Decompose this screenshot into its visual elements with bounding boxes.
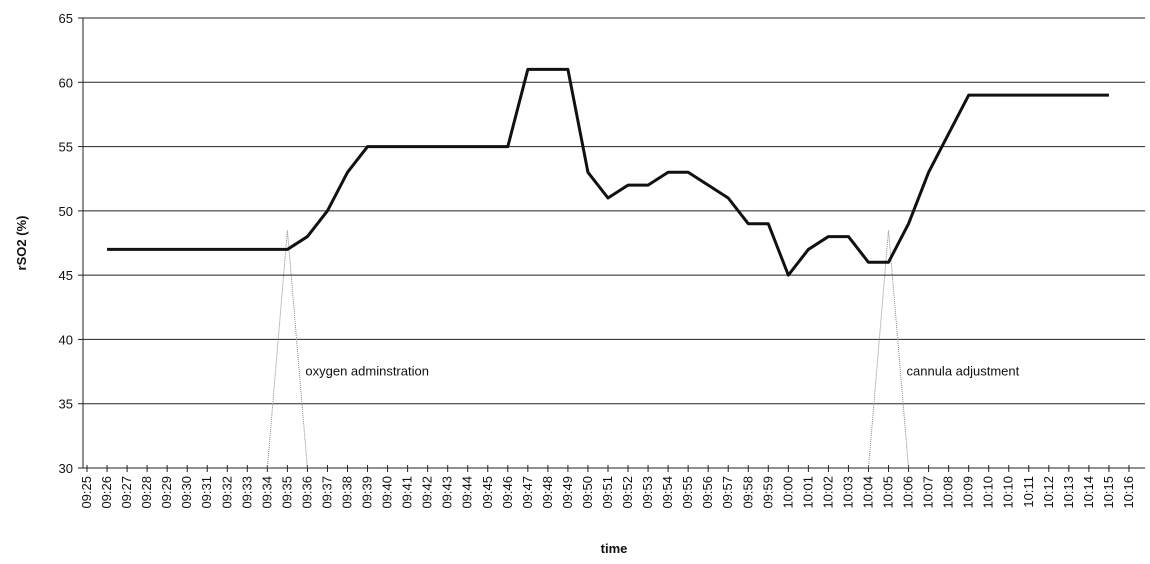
x-tick-label: 09:38	[339, 476, 354, 509]
x-tick-label: 10:15	[1101, 476, 1116, 509]
x-tick-label: 10:06	[901, 476, 916, 509]
x-tick-label: 09:37	[319, 476, 334, 509]
x-tick-label: 09:46	[500, 476, 515, 509]
x-tick-label: 10:08	[941, 476, 956, 509]
x-tick-label: 09:30	[179, 476, 194, 509]
x-tick-label: 09:32	[219, 476, 234, 509]
x-tick-label: 10:03	[840, 476, 855, 509]
y-tick-label: 55	[59, 140, 73, 155]
data-line	[107, 67, 1109, 277]
x-tick-label: 09:54	[660, 476, 675, 509]
x-tick-label: 10:16	[1121, 476, 1136, 509]
x-tick-label: 09:55	[680, 476, 695, 509]
annotation-marker	[868, 230, 910, 469]
x-tick-label: 09:27	[119, 476, 134, 509]
x-tick-label: 10:01	[800, 476, 815, 509]
x-tick-label: 09:48	[540, 476, 555, 509]
x-tick-label: 09:25	[79, 476, 94, 509]
x-tick-label: 09:58	[740, 476, 755, 509]
x-tick-label: 09:44	[460, 476, 475, 509]
x-tick-label: 09:41	[400, 476, 415, 509]
y-tick-label: 30	[59, 461, 73, 476]
x-tick-label: 09:33	[239, 476, 254, 509]
x-tick-label: 09:26	[99, 476, 114, 509]
x-tick-label: 09:31	[199, 476, 214, 509]
x-tick-label: 10:00	[780, 476, 795, 509]
x-tick-label: 09:59	[760, 476, 775, 509]
x-tick-label: 10:09	[961, 476, 976, 509]
annotation-marker	[266, 230, 308, 469]
y-tick-label: 40	[59, 332, 73, 347]
x-tick-label: 10:05	[881, 476, 896, 509]
x-tick-label: 09:53	[640, 476, 655, 509]
x-tick-label: 09:50	[580, 476, 595, 509]
y-tick-label: 60	[59, 75, 73, 90]
x-tick-label: 09:34	[259, 476, 274, 509]
y-axis-label: rSO2 (%)	[14, 216, 29, 271]
x-tick-label: 09:49	[560, 476, 575, 509]
x-tick-label: 10:10	[1001, 476, 1016, 509]
x-tick-label: 09:56	[700, 476, 715, 509]
x-tick-label: 10:02	[820, 476, 835, 509]
x-axis-label: time	[601, 541, 628, 556]
y-tick-label: 65	[59, 11, 73, 26]
x-tick-label: 09:28	[139, 476, 154, 509]
y-tick-label: 45	[59, 268, 73, 283]
x-tick-label: 09:29	[159, 476, 174, 509]
x-tick-label: 09:52	[620, 476, 635, 509]
y-tick-label: 50	[59, 204, 73, 219]
y-tick-label: 35	[59, 397, 73, 412]
x-tick-label: 09:42	[420, 476, 435, 509]
x-tick-label: 10:12	[1041, 476, 1056, 509]
x-tick-label: 10:07	[921, 476, 936, 509]
x-tick-label: 09:47	[520, 476, 535, 509]
x-tick-label: 10:13	[1061, 476, 1076, 509]
x-tick-label: 09:40	[380, 476, 395, 509]
x-tick-label: 10:14	[1081, 476, 1096, 509]
annotation: cannula adjustment	[907, 363, 1020, 378]
annotation: oxygen adminstration	[305, 363, 429, 378]
x-tick-label: 09:45	[480, 476, 495, 509]
x-tick-label: 09:51	[600, 476, 615, 509]
x-tick-label: 09:36	[299, 476, 314, 509]
x-tick-label: 10:04	[860, 476, 875, 509]
x-tick-label: 09:57	[720, 476, 735, 509]
x-tick-label: 09:43	[440, 476, 455, 509]
x-tick-label: 09:39	[360, 476, 375, 509]
x-tick-label: 10:11	[1021, 476, 1036, 508]
x-tick-label: 10:10	[981, 476, 996, 509]
x-tick-label: 09:35	[279, 476, 294, 509]
